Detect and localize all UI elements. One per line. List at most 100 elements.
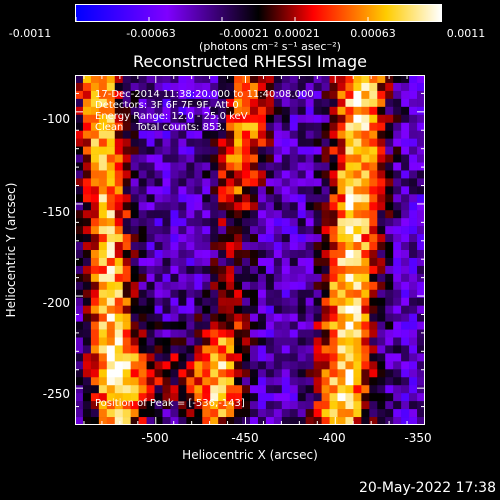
heatmap-cell [297,297,306,306]
heatmap-cell [401,369,410,378]
heatmap-cell [257,393,267,402]
heatmap-cell [273,154,283,163]
heatmap-cell [242,226,251,235]
heatmap-cell [210,130,219,139]
heatmap-cell [361,337,370,346]
heatmap-cell [329,90,338,100]
heatmap-cell [289,377,299,386]
heatmap-cell [313,210,322,219]
heatmap-cell [130,265,139,275]
heatmap-cell [75,98,84,108]
heatmap-cell [273,138,283,147]
heatmap-cell [321,345,330,354]
heatmap-cell [106,369,116,378]
heatmap-cell [162,218,171,227]
heatmap-cell [297,289,306,299]
heatmap-cell [417,353,425,362]
heatmap-cell [226,242,235,251]
heatmap-cell [218,146,227,155]
heatmap-cell [393,178,402,187]
heatmap-cell [305,82,314,92]
heatmap-cell [178,257,187,267]
heatmap-cell [202,393,211,402]
heatmap-cell [273,170,283,179]
heatmap-cell [218,194,227,203]
heatmap-cell [289,186,299,195]
heatmap-cell [82,417,92,425]
heatmap-cell [377,234,386,243]
heatmap-cell [218,170,227,179]
heatmap-cell [234,162,243,171]
heatmap-cell [313,297,322,306]
heatmap-cell [98,289,108,299]
heatmap-cell [202,401,211,410]
heatmap-cell [234,130,243,139]
heatmap-cell [98,90,108,100]
heatmap-cell [353,242,362,251]
heatmap-cell [369,417,378,425]
heatmap-cell [186,313,195,322]
heatmap-cell [361,257,370,267]
heatmap-cell [186,130,195,139]
heatmap-cell [194,305,203,314]
heatmap-cell [345,257,354,267]
heatmap-cell [234,138,243,147]
heatmap-cell [234,329,243,338]
heatmap-cell [297,353,306,362]
heatmap-cell [297,377,306,386]
heatmap-cell [242,114,251,124]
heatmap-cell [409,186,418,195]
heatmap-cell [75,234,84,243]
heatmap-cell [305,122,314,131]
heatmap-cell [162,138,171,147]
heatmap-cell [297,385,306,394]
heatmap-cell [377,417,386,425]
colorbar-tick-label: 0.00063 [350,27,396,40]
heatmap-cell [138,321,147,330]
heatmap-cell [273,337,283,346]
heatmap-cell [218,409,227,418]
heatmap-cell [417,75,425,84]
heatmap-cell [409,417,418,425]
heatmap-cell [154,75,163,84]
heatmap-cell [210,250,219,259]
heatmap-cell [114,106,124,116]
heatmap-cell [321,265,330,275]
heatmap-cell [146,250,155,259]
heatmap-cell [202,114,211,124]
heatmap-cell [393,393,402,402]
heatmap-cell [162,170,171,179]
heatmap-cell [417,154,425,163]
heatmap-cell [90,114,100,124]
heatmap-cell [321,82,330,92]
heatmap-cell [114,250,124,259]
heatmap-cell [377,106,386,116]
heatmap-cell [281,186,291,195]
heatmap-cell [289,409,299,418]
heatmap-cell [250,186,259,195]
heatmap-cell [138,154,147,163]
heatmap-cell [297,186,306,195]
heatmap-cell [305,242,314,251]
heatmap-cell [297,281,306,291]
heatmap-cell [401,218,410,227]
heatmap-cell [162,353,171,362]
heatmap-cell [329,226,338,235]
heatmap-cell [146,98,155,108]
heatmap-cell [417,401,425,410]
heatmap-cell [210,75,219,84]
heatmap-cell [90,329,100,338]
heatmap-cell [178,409,187,418]
heatmap-cell [130,250,139,259]
x-tick-label: -400 [318,431,346,445]
heatmap-cell [226,289,235,299]
heatmap-cell [289,98,299,108]
heatmap-cell [162,321,171,330]
heatmap-cell [162,234,171,243]
heatmap-cell [369,257,378,267]
heatmap-cell [114,138,124,147]
heatmap-cell [186,257,195,267]
heatmap-cell [122,154,131,163]
heatmap-cell [226,345,235,354]
heatmap-cell [265,98,275,108]
